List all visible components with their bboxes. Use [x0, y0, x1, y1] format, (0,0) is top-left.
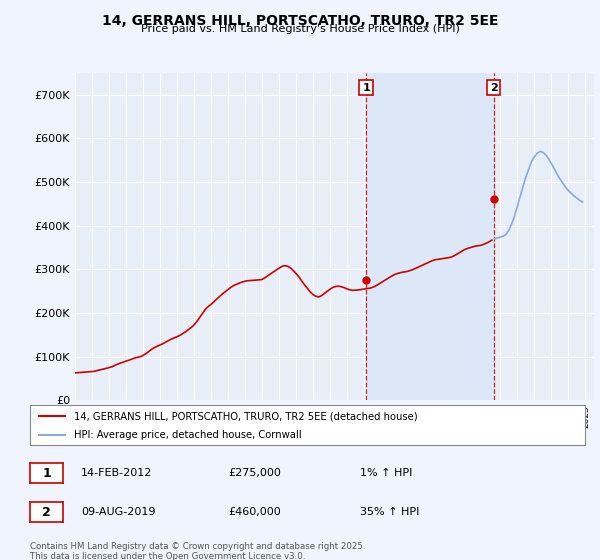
- Text: HPI: Average price, detached house, Cornwall: HPI: Average price, detached house, Corn…: [74, 430, 302, 440]
- Text: 1: 1: [362, 82, 370, 92]
- Text: £275,000: £275,000: [228, 468, 281, 478]
- Text: Price paid vs. HM Land Registry's House Price Index (HPI): Price paid vs. HM Land Registry's House …: [140, 24, 460, 34]
- Text: 09-AUG-2019: 09-AUG-2019: [81, 507, 155, 517]
- Text: 1% ↑ HPI: 1% ↑ HPI: [360, 468, 412, 478]
- Text: Contains HM Land Registry data © Crown copyright and database right 2025.
This d: Contains HM Land Registry data © Crown c…: [30, 542, 365, 560]
- Text: 14, GERRANS HILL, PORTSCATHO, TRURO, TR2 5EE: 14, GERRANS HILL, PORTSCATHO, TRURO, TR2…: [102, 14, 498, 28]
- Text: 2: 2: [490, 82, 497, 92]
- Text: 1: 1: [42, 466, 51, 480]
- Text: 14, GERRANS HILL, PORTSCATHO, TRURO, TR2 5EE (detached house): 14, GERRANS HILL, PORTSCATHO, TRURO, TR2…: [74, 411, 418, 421]
- Text: 14-FEB-2012: 14-FEB-2012: [81, 468, 152, 478]
- Bar: [366, 73, 494, 400]
- Text: 2: 2: [42, 506, 51, 519]
- Text: 35% ↑ HPI: 35% ↑ HPI: [360, 507, 419, 517]
- Text: £460,000: £460,000: [228, 507, 281, 517]
